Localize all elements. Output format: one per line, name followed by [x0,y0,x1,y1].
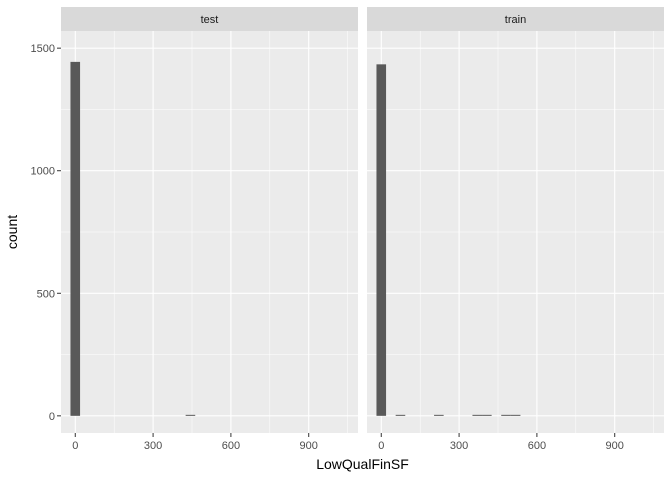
x-axis-title: LowQualFinSF [316,456,409,472]
x-tick-label: 0 [378,440,384,452]
y-tick-label: 500 [37,288,55,300]
x-tick-label: 600 [528,440,546,452]
x-tick-label: 600 [222,440,240,452]
x-tick-label: 0 [72,440,78,452]
facet-strip-test [61,7,358,31]
histogram-bar [510,414,521,416]
x-tick-label: 300 [144,440,162,452]
histogram-bar [376,64,387,416]
y-tick-label: 1000 [31,166,55,178]
histogram-bar [185,414,196,416]
x-tick-label: 300 [450,440,468,452]
histogram-bar [472,414,483,416]
y-tick-label: 0 [49,411,55,423]
facet-label-train: train [505,14,526,26]
histogram-bar [395,414,406,416]
y-axis-title: count [4,215,20,249]
histogram-bar [70,61,81,416]
facet-label-test: test [201,14,219,26]
histogram-bar [501,414,511,416]
histogram-bar [434,414,444,416]
x-tick-label: 900 [300,440,318,452]
x-tick-label: 900 [606,440,624,452]
y-tick-label: 1500 [31,43,55,55]
facet-strip-train [367,7,664,31]
histogram-bar [482,414,492,416]
